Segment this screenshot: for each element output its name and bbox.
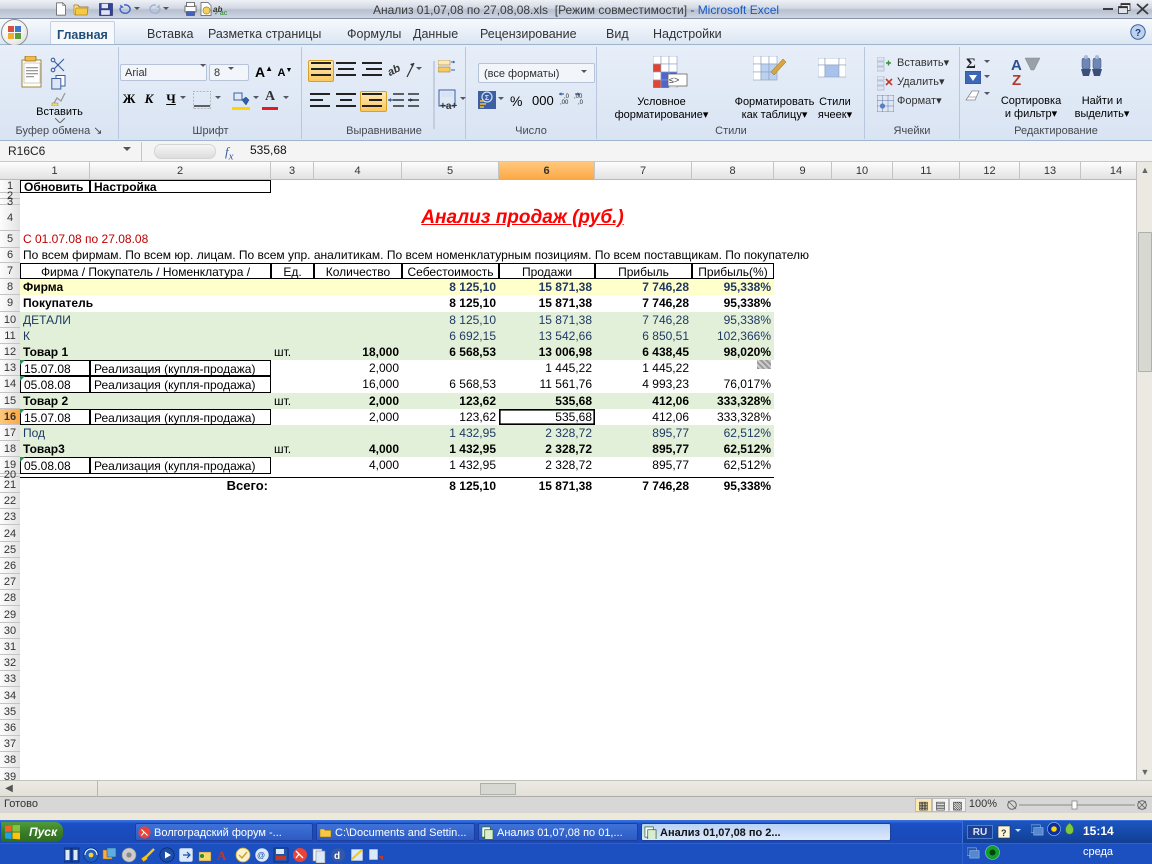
svg-text:,00: ,00	[560, 100, 569, 105]
svg-text:@: @	[257, 851, 265, 860]
svg-text:+a+: +a+	[440, 101, 457, 109]
svg-text:ab: ab	[387, 62, 403, 79]
svg-text:,0: ,0	[578, 100, 584, 105]
svg-text:Σ: Σ	[485, 95, 489, 102]
svg-text:?: ?	[1135, 28, 1141, 39]
svg-text:≤>: ≤>	[669, 75, 679, 85]
svg-text:d: d	[334, 851, 340, 862]
svg-text:A: A	[217, 848, 227, 863]
svg-text:?: ?	[1001, 828, 1007, 838]
svg-text:Z: Z	[1012, 72, 1021, 87]
